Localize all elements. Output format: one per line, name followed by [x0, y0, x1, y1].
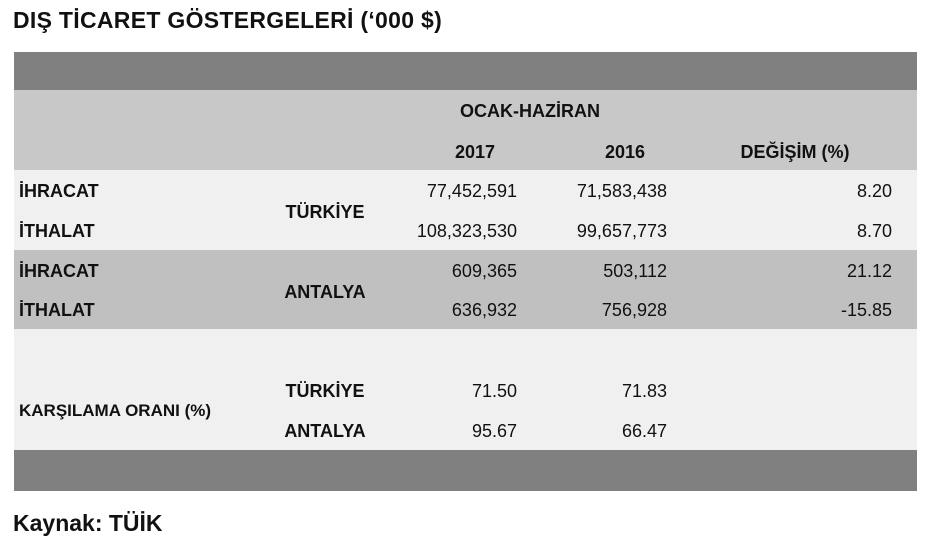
turkiye-export-2016: 71,583,438 — [576, 181, 667, 201]
antalya-band — [14, 250, 917, 329]
turkiye-region-label: TÜRKİYE — [285, 202, 365, 222]
page-title: DIŞ TİCARET GÖSTERGELERİ (‘000 $) — [13, 7, 443, 33]
antalya-import-2017: 636,932 — [451, 300, 517, 320]
coverage-antalya-2017: 95.67 — [471, 421, 517, 441]
change-header: DEĞİŞİM (%) — [740, 142, 850, 162]
coverage-turkiye-2016: 71.83 — [621, 381, 667, 401]
coverage-antalya-2016: 66.47 — [621, 421, 667, 441]
antalya-export-2016: 503,112 — [603, 261, 667, 281]
period-header: OCAK-HAZİRAN — [460, 101, 600, 121]
year-2017-header: 2017 — [454, 142, 496, 162]
turkiye-import-2016: 99,657,773 — [576, 221, 667, 241]
top-band — [14, 52, 917, 90]
header-band — [14, 90, 917, 170]
coverage-band — [14, 329, 917, 450]
turkiye-import-2017: 108,323,530 — [416, 221, 517, 241]
antalya-import-2016: 756,928 — [601, 300, 667, 320]
coverage-turkiye-label: TÜRKİYE — [285, 381, 365, 401]
turkiye-import-label: İTHALAT — [19, 221, 95, 241]
antalya-region-label: ANTALYA — [284, 282, 366, 302]
antalya-export-2017: 609,365 — [451, 261, 517, 281]
turkiye-export-change: 8.20 — [856, 181, 892, 201]
antalya-import-change: -15.85 — [840, 300, 892, 320]
source-note: Kaynak: TÜİK — [13, 510, 163, 536]
turkiye-band — [14, 170, 917, 250]
turkiye-export-2017: 77,452,591 — [426, 181, 517, 201]
antalya-export-label: İHRACAT — [19, 261, 99, 281]
coverage-antalya-label: ANTALYA — [284, 421, 366, 441]
antalya-import-label: İTHALAT — [19, 300, 95, 320]
year-2016-header: 2016 — [604, 142, 646, 162]
turkiye-export-label: İHRACAT — [19, 181, 99, 201]
turkiye-import-change: 8.70 — [856, 221, 892, 241]
antalya-export-change: 21.12 — [846, 261, 892, 281]
coverage-label: KARŞILAMA ORANI (%) — [19, 401, 212, 420]
coverage-turkiye-2017: 71.50 — [471, 381, 517, 401]
bottom-band — [14, 450, 917, 491]
